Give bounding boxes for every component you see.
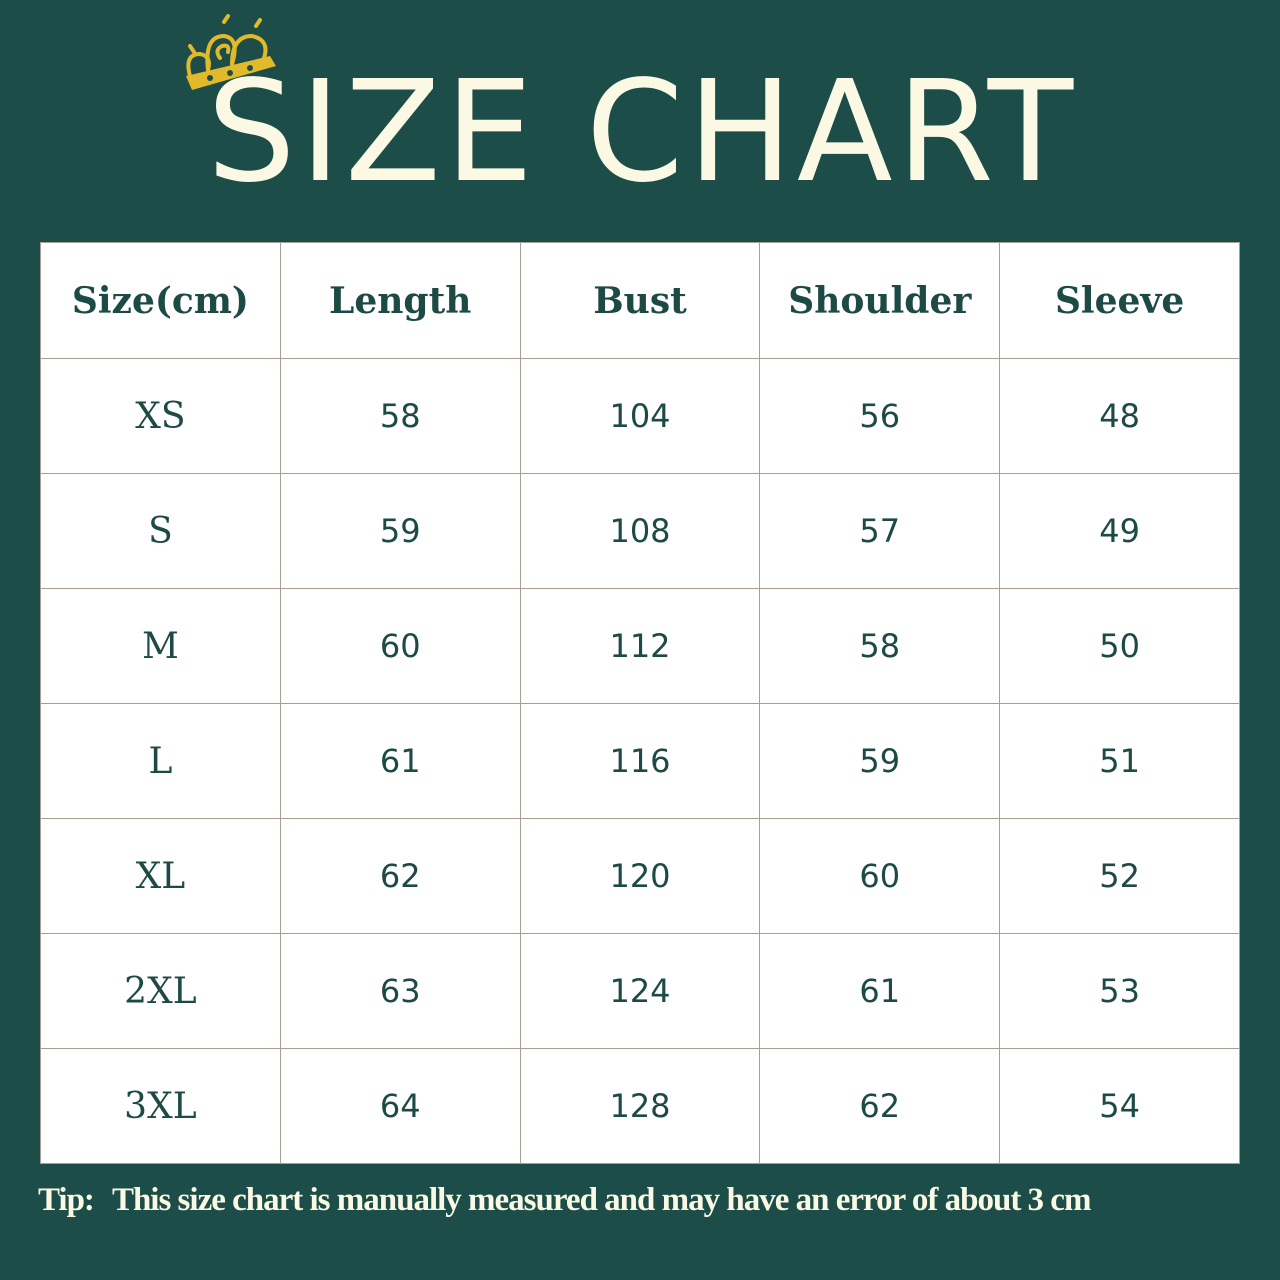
table-row: S 59 108 57 49 — [40, 473, 1240, 589]
header-sleeve: Sleeve — [999, 242, 1240, 359]
value-cell: 128 — [519, 1048, 761, 1164]
value-cell: 59 — [279, 473, 521, 589]
tip-note: Tip: This size chart is manually measured… — [38, 1182, 1092, 1219]
table-header-row: Size(cm) Length Bust Shoulder Sleeve — [40, 242, 1240, 359]
value-cell: 60 — [759, 818, 1001, 934]
value-cell: 112 — [519, 588, 761, 704]
value-cell: 61 — [279, 703, 521, 819]
page-title: SIZE CHART — [206, 51, 1078, 214]
value-cell: 116 — [519, 703, 761, 819]
value-cell: 61 — [759, 933, 1001, 1049]
table-row: XS 58 104 56 48 — [40, 358, 1240, 474]
value-cell: 50 — [999, 588, 1240, 704]
size-table: Size(cm) Length Bust Shoulder Sleeve XS 5… — [40, 242, 1240, 1164]
value-cell: 104 — [519, 358, 761, 474]
tip-label: Tip: — [38, 1182, 95, 1218]
tip-text: This size chart is manually measured and… — [111, 1182, 1092, 1218]
value-cell: 63 — [279, 933, 521, 1049]
table-row: 2XL 63 124 61 53 — [40, 933, 1240, 1049]
table-row: XL 62 120 60 52 — [40, 818, 1240, 934]
value-cell: 53 — [999, 933, 1240, 1049]
size-cell: 3XL — [40, 1048, 281, 1164]
table-row: M 60 112 58 50 — [40, 588, 1240, 704]
size-cell: XS — [40, 358, 281, 474]
value-cell: 62 — [279, 818, 521, 934]
table-row: 3XL 64 128 62 54 — [40, 1048, 1240, 1164]
crown-icon — [186, 14, 276, 90]
value-cell: 108 — [519, 473, 761, 589]
value-cell: 56 — [759, 358, 1001, 474]
value-cell: 57 — [759, 473, 1001, 589]
value-cell: 120 — [519, 818, 761, 934]
size-cell: 2XL — [40, 933, 281, 1049]
size-cell: M — [40, 588, 281, 704]
value-cell: 49 — [999, 473, 1240, 589]
table-row: L 61 116 59 51 — [40, 703, 1240, 819]
value-cell: 62 — [759, 1048, 1001, 1164]
value-cell: 51 — [999, 703, 1240, 819]
value-cell: 58 — [759, 588, 1001, 704]
value-cell: 54 — [999, 1048, 1240, 1164]
value-cell: 58 — [279, 358, 521, 474]
value-cell: 64 — [279, 1048, 521, 1164]
value-cell: 48 — [999, 358, 1240, 474]
value-cell: 124 — [519, 933, 761, 1049]
size-cell: L — [40, 703, 281, 819]
size-cell: S — [40, 473, 281, 589]
size-cell: XL — [40, 818, 281, 934]
header-shoulder: Shoulder — [759, 242, 1001, 359]
header-size: Size(cm) — [40, 242, 281, 359]
value-cell: 59 — [759, 703, 1001, 819]
value-cell: 52 — [999, 818, 1240, 934]
value-cell: 60 — [279, 588, 521, 704]
header-bust: Bust — [519, 242, 761, 359]
header-length: Length — [279, 242, 521, 359]
